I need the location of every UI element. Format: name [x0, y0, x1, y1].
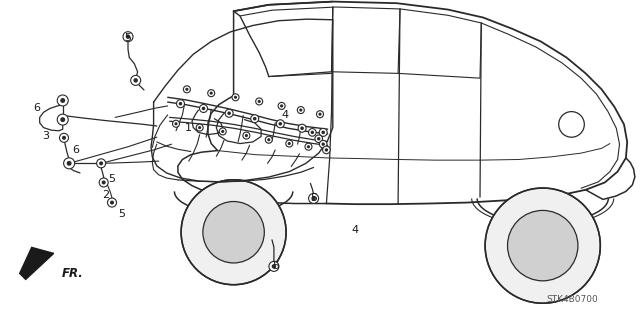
Circle shape [220, 128, 226, 135]
Circle shape [186, 88, 188, 91]
Circle shape [324, 148, 328, 152]
Circle shape [227, 111, 231, 115]
Circle shape [57, 114, 68, 125]
Circle shape [60, 117, 65, 122]
Circle shape [175, 122, 177, 125]
Circle shape [202, 107, 205, 110]
Circle shape [173, 120, 179, 127]
Text: 5: 5 [125, 33, 131, 43]
Circle shape [251, 115, 259, 123]
Circle shape [308, 193, 319, 204]
Circle shape [300, 108, 302, 112]
Circle shape [97, 159, 106, 168]
Circle shape [99, 178, 108, 187]
Circle shape [508, 211, 578, 281]
Text: STK4B0700: STK4B0700 [547, 295, 598, 304]
Circle shape [321, 143, 325, 146]
Text: 2: 2 [102, 189, 109, 200]
Text: 6: 6 [72, 145, 79, 155]
Circle shape [203, 202, 264, 263]
Circle shape [60, 133, 68, 142]
Circle shape [298, 107, 304, 114]
Circle shape [123, 32, 133, 42]
Circle shape [266, 136, 272, 143]
Circle shape [315, 135, 323, 143]
Circle shape [221, 130, 224, 133]
Circle shape [307, 145, 310, 148]
Circle shape [317, 111, 323, 118]
Circle shape [63, 158, 75, 169]
Circle shape [300, 126, 304, 130]
Circle shape [131, 75, 141, 85]
Circle shape [256, 98, 262, 105]
Circle shape [258, 100, 260, 103]
Circle shape [225, 109, 233, 117]
Circle shape [286, 140, 292, 147]
Circle shape [102, 181, 106, 184]
Circle shape [184, 86, 190, 93]
Text: 5: 5 [109, 174, 115, 184]
Circle shape [62, 136, 66, 140]
Text: 1: 1 [186, 122, 192, 133]
Circle shape [232, 94, 239, 101]
Circle shape [198, 126, 201, 129]
Circle shape [234, 96, 237, 99]
Text: FR.: FR. [61, 267, 83, 280]
Circle shape [280, 104, 283, 108]
Circle shape [57, 95, 68, 106]
Circle shape [317, 137, 321, 140]
Circle shape [271, 264, 276, 269]
Circle shape [110, 201, 114, 204]
Circle shape [298, 124, 306, 132]
Circle shape [321, 130, 325, 134]
Circle shape [319, 113, 321, 116]
Circle shape [200, 104, 207, 113]
Text: 5: 5 [310, 193, 317, 203]
Circle shape [269, 261, 279, 271]
Circle shape [67, 161, 72, 166]
Text: 5: 5 [272, 261, 278, 271]
Circle shape [108, 198, 116, 207]
Circle shape [319, 140, 327, 148]
Circle shape [99, 161, 103, 165]
Circle shape [278, 102, 285, 109]
Text: 3: 3 [43, 130, 49, 141]
Circle shape [125, 34, 131, 39]
Circle shape [276, 120, 284, 128]
Circle shape [310, 131, 314, 134]
Circle shape [319, 128, 327, 137]
Circle shape [305, 143, 312, 150]
Circle shape [133, 78, 138, 83]
Circle shape [208, 90, 214, 97]
Circle shape [181, 180, 286, 285]
Circle shape [60, 98, 65, 103]
Circle shape [308, 129, 316, 136]
Circle shape [485, 188, 600, 303]
Circle shape [196, 124, 203, 131]
Text: 4: 4 [351, 225, 359, 235]
Circle shape [311, 196, 316, 201]
Text: 6: 6 [34, 103, 40, 114]
Circle shape [177, 100, 184, 108]
Circle shape [278, 122, 282, 126]
Circle shape [323, 146, 330, 154]
Circle shape [245, 134, 248, 137]
Circle shape [243, 132, 250, 139]
Text: 4: 4 [281, 110, 289, 120]
Circle shape [268, 138, 270, 141]
Text: 5: 5 [118, 209, 125, 219]
Circle shape [253, 117, 257, 121]
Circle shape [210, 92, 212, 95]
Circle shape [179, 102, 182, 106]
Polygon shape [20, 248, 54, 279]
Circle shape [288, 142, 291, 145]
